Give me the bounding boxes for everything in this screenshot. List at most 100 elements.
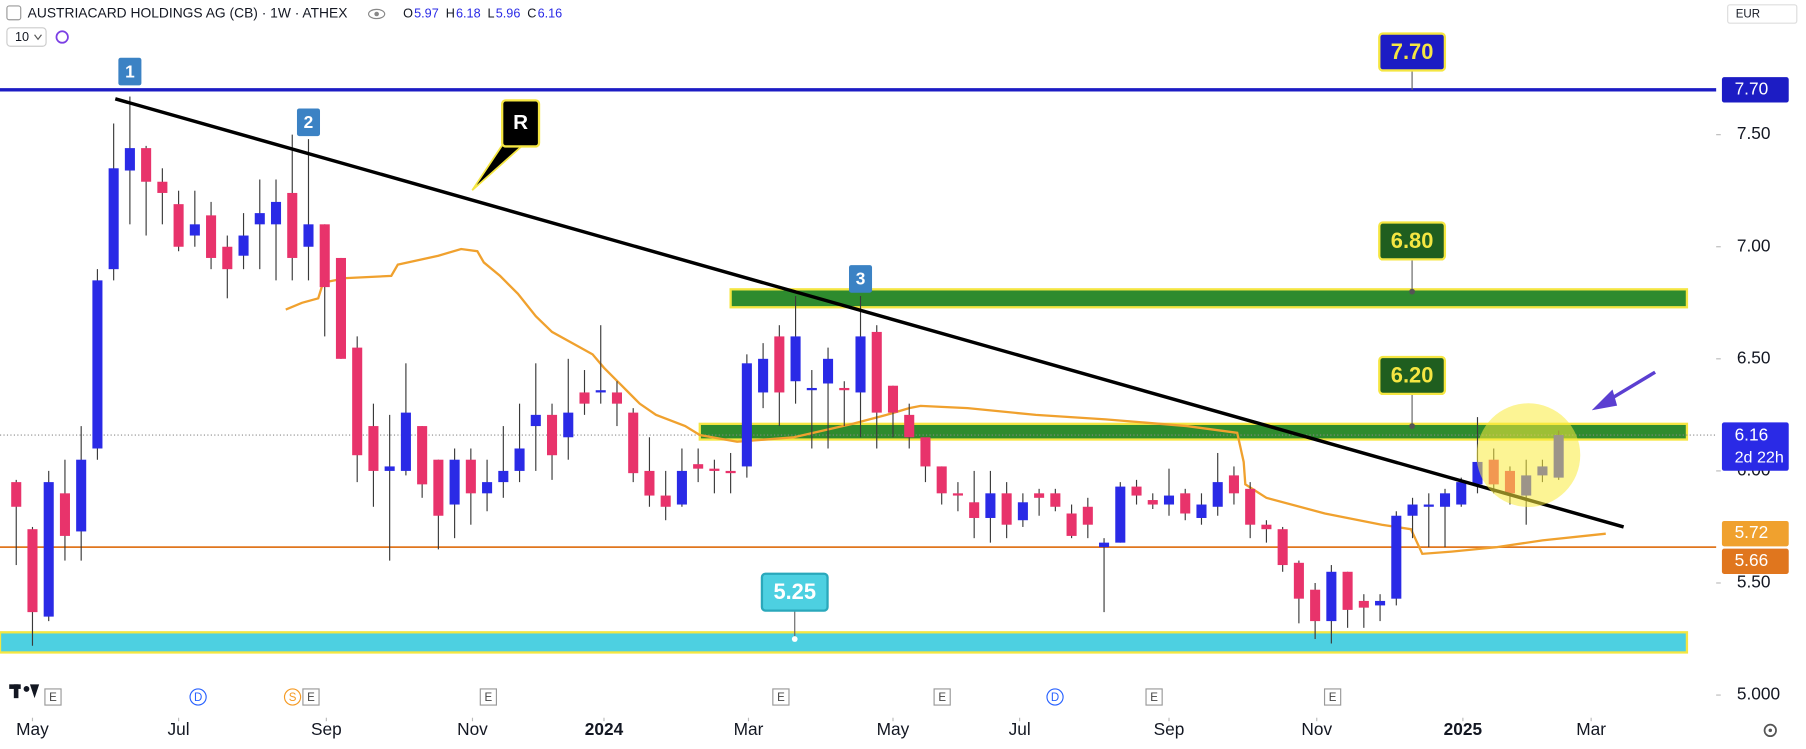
support-price-label-box (1721, 548, 1789, 574)
marker: 2 (304, 112, 314, 132)
marker-box (848, 265, 873, 293)
candle-body (254, 213, 265, 225)
x-tick-label: May (16, 719, 49, 739)
candle-body (1423, 504, 1434, 507)
candle-body (1375, 600, 1386, 606)
event-label: E (49, 692, 57, 704)
y-tick-label: 7.00 (1737, 235, 1771, 255)
candle-body (303, 224, 314, 247)
moving-average (285, 247, 1606, 556)
settings-icon[interactable] (1763, 723, 1777, 738)
candle-body (823, 358, 834, 384)
symbol-icon (6, 5, 22, 21)
x-tick-label: Nov (1301, 719, 1332, 739)
candle-body (1212, 482, 1223, 507)
zone (729, 288, 1689, 309)
event-badge (189, 688, 207, 706)
candle-body (1407, 504, 1418, 516)
candle-body (530, 414, 541, 427)
candle-body (758, 358, 769, 393)
candle-body (11, 482, 22, 507)
zone (0, 631, 1689, 654)
candle-body (806, 387, 817, 391)
zone-label-dot (1409, 288, 1415, 295)
currency[interactable]: EUR (1736, 9, 1760, 21)
candle-body (1228, 475, 1239, 494)
candle-body (969, 502, 980, 518)
candle-body (157, 181, 168, 193)
ohlc-key: H (446, 6, 455, 20)
event-badge (772, 688, 790, 706)
event-label: E (777, 692, 785, 704)
candle-body (952, 493, 963, 496)
chart-title: AUSTRIACARD HOLDINGS AG (CB) · 1W · ATHE… (28, 5, 348, 21)
currency-box[interactable] (1727, 4, 1798, 24)
candle-body (514, 448, 525, 471)
candle-body (920, 437, 931, 467)
candle-body (1017, 502, 1028, 521)
candle-body (59, 493, 70, 536)
visibility-icon[interactable] (367, 8, 386, 20)
event-label: D (1051, 692, 1059, 704)
zone-label: 6.80 (1391, 228, 1434, 253)
candle-body (1180, 493, 1191, 514)
event-badge (44, 688, 62, 706)
candle-body (579, 392, 590, 404)
zone (698, 422, 1689, 441)
candle-body (1050, 493, 1061, 507)
ohlc-value: 5.96 (496, 6, 521, 20)
ohlc-value: 6.16 (538, 6, 563, 20)
zone-label-dot (791, 636, 798, 642)
candle-body (433, 459, 444, 516)
candle-body (319, 224, 330, 288)
ohlc-key: O (403, 6, 413, 20)
y-tick-label: 5.50 (1737, 572, 1771, 592)
ohlc-value: 6.18 (456, 6, 481, 20)
candle-body (287, 192, 298, 258)
candle-body (855, 336, 866, 393)
candle-body (628, 412, 639, 474)
candle-body (400, 412, 411, 471)
event-badge (302, 688, 320, 706)
candle-body (1261, 524, 1272, 530)
candle-body (936, 466, 947, 494)
y-tick-label: 6.50 (1737, 347, 1771, 367)
price-axis-area (1716, 0, 1806, 749)
candle-body (563, 412, 574, 438)
interval-badge[interactable]: 10 (15, 30, 29, 44)
dropdown-icon[interactable] (34, 34, 42, 41)
candle-body (1001, 493, 1012, 525)
x-tick-label: Sep (1154, 719, 1185, 739)
candle-body (709, 468, 720, 471)
candle-body (124, 148, 135, 171)
candle-body (368, 426, 379, 471)
candle-body (1391, 515, 1402, 599)
highlight-circle (1476, 403, 1581, 507)
y-tick-label: 7.50 (1737, 123, 1771, 143)
candle-body (1326, 571, 1337, 622)
zone-label-group: 6.80 (1378, 221, 1447, 261)
candle-body (1277, 529, 1288, 566)
x-tick-label: Mar (734, 719, 764, 739)
interval-badge-box[interactable] (6, 27, 47, 47)
zone-label-box (1378, 221, 1447, 261)
marker-box (118, 57, 142, 86)
candle-body (1082, 506, 1093, 525)
candle-body (335, 257, 346, 359)
event-badge (1323, 688, 1342, 706)
candle-body (1245, 488, 1256, 525)
event-label: E (938, 692, 946, 704)
candle-body (644, 470, 655, 496)
countdown: 2d 22h (1735, 448, 1784, 466)
ma-price-label-box (1721, 521, 1789, 547)
resistance-price-label: 7.70 (1735, 78, 1769, 98)
resistance-label-group: 7.70 (1378, 32, 1447, 72)
event-badge (1145, 688, 1163, 706)
refresh-icon[interactable] (55, 30, 69, 44)
last-price-label-box (1721, 422, 1789, 471)
candle-body (887, 385, 899, 413)
candle-body (904, 414, 915, 438)
x-tick-label: 2024 (585, 719, 624, 739)
